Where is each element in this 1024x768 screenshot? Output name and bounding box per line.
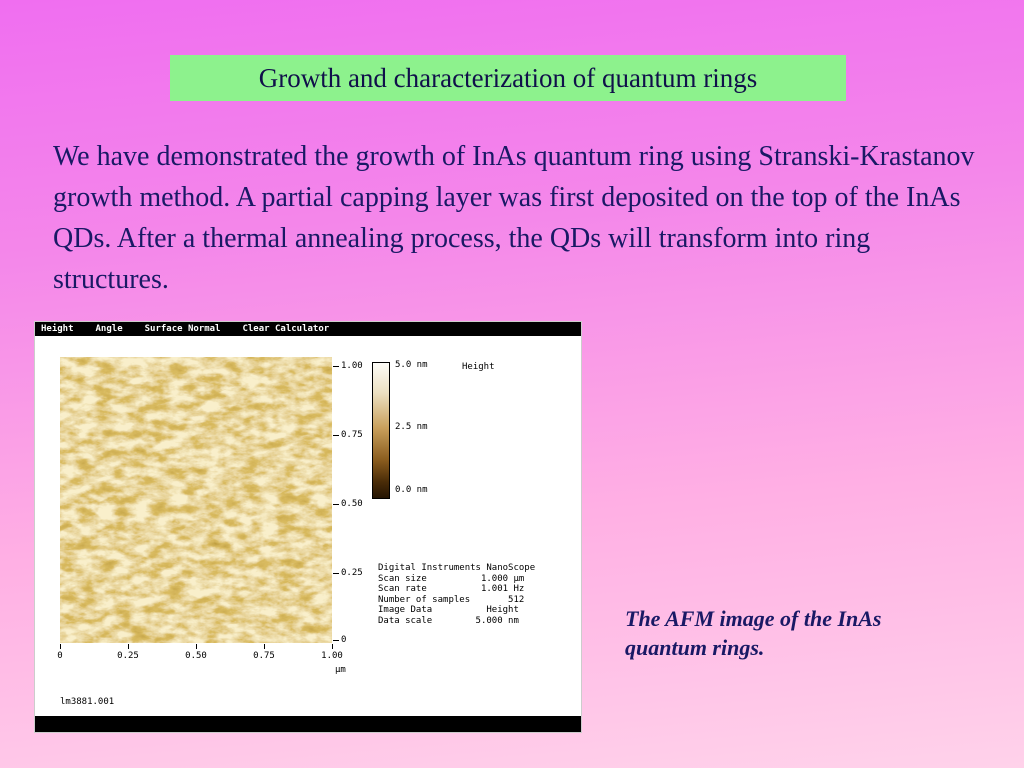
colorbar-title: Height: [462, 362, 495, 372]
afm-scan-image: [60, 357, 332, 643]
stat-line: Digital Instruments NanoScope: [378, 563, 536, 573]
y-tick-mark: [333, 573, 339, 574]
stat-line: Data scale 5.000 nm: [378, 615, 519, 626]
slide-title: Growth and characterization of quantum r…: [258, 62, 758, 93]
figure-caption: The AFM image of the InAs quantum rings.: [625, 606, 882, 660]
y-tick-label: 1.00: [341, 361, 363, 371]
y-tick-mark: [333, 435, 339, 436]
colorbar-min-label: 0.0 nm: [395, 485, 428, 495]
stat-line: Number of samples 512: [378, 594, 525, 605]
scan-filename: lm3881.001: [60, 697, 115, 707]
x-tick-label: 0: [57, 651, 63, 661]
y-tick-mark: [333, 504, 339, 505]
height-colorbar: [372, 362, 390, 499]
y-tick-mark: [333, 366, 339, 367]
menu-item-angle: Angle: [95, 324, 123, 334]
y-tick-label: 0.75: [341, 430, 363, 440]
x-tick-label: 0.75: [253, 651, 275, 661]
colorbar-mid-label: 2.5 nm: [395, 422, 428, 432]
y-tick-label: 0: [341, 635, 347, 645]
slide-title-box: Growth and characterization of quantum r…: [170, 55, 846, 101]
stat-line: Image Data Height: [378, 605, 519, 615]
x-tick-mark: [60, 644, 61, 649]
stat-line: Scan size 1.000 µm: [378, 573, 525, 584]
stat-line: Scan rate 1.001 Hz: [378, 584, 525, 594]
x-tick-mark: [128, 644, 129, 649]
afm-software-window: Height Angle Surface Normal Clear Calcul…: [35, 322, 581, 732]
x-axis-unit: µm: [335, 665, 346, 675]
y-tick-label: 0.50: [341, 499, 363, 509]
x-tick-label: 1.00: [321, 651, 343, 661]
x-tick-label: 0.50: [185, 651, 207, 661]
colorbar-max-label: 5.0 nm: [395, 360, 428, 370]
slide-body-paragraph: We have demonstrated the growth of InAs …: [53, 141, 975, 295]
afm-menu-bar: Height Angle Surface Normal Clear Calcul…: [35, 322, 581, 336]
scan-statistics: Digital Instruments NanoScope Scan size …: [378, 563, 535, 626]
menu-item-surface-normal: Surface Normal: [144, 324, 221, 334]
y-tick-label: 0.25: [341, 568, 363, 578]
x-tick-mark: [332, 644, 333, 649]
afm-bottom-bar: [35, 716, 581, 732]
menu-item-clear-calculator: Clear Calculator: [242, 324, 330, 334]
y-tick-mark: [333, 640, 339, 641]
x-tick-mark: [196, 644, 197, 649]
x-tick-label: 0.25: [117, 651, 139, 661]
x-tick-mark: [264, 644, 265, 649]
menu-item-height: Height: [41, 324, 74, 334]
